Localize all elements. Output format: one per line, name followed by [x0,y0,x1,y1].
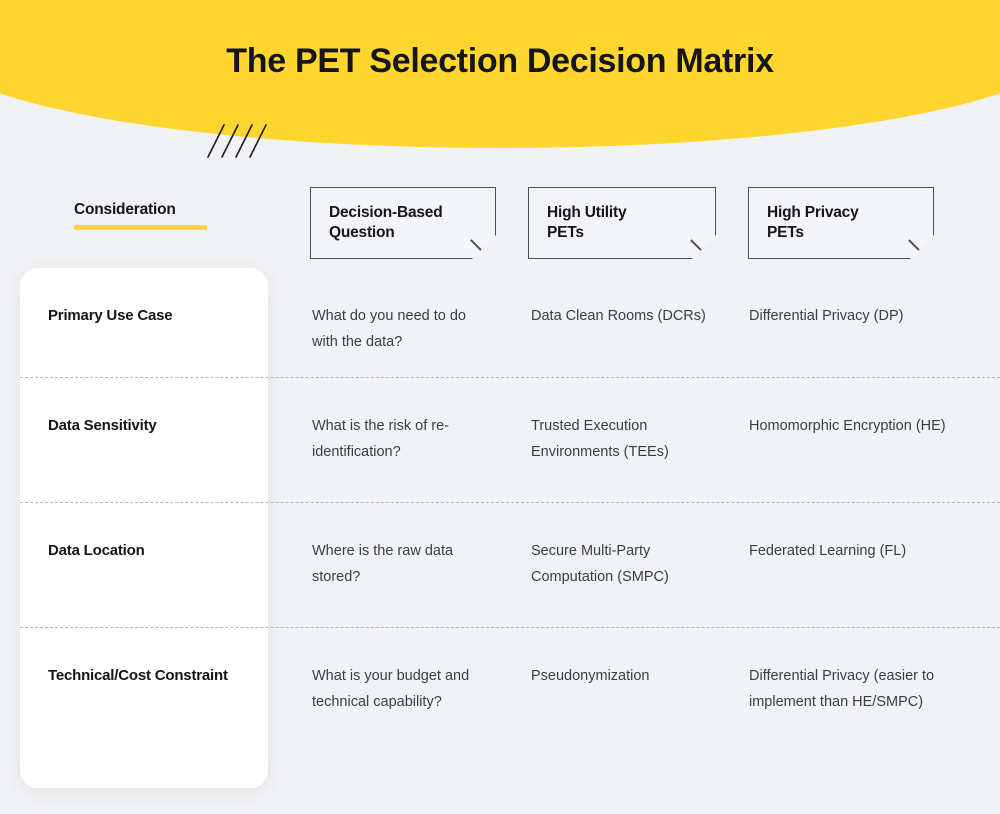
header-line-2: PETs [767,224,804,241]
page-title: The PET Selection Decision Matrix [226,42,774,80]
table-row: Primary Use Case What do you need to do … [0,268,1000,378]
cell-high-privacy: Differential Privacy (DP) [749,308,904,324]
consideration-column-card [20,268,268,788]
column-header-high-privacy-pets-label: High Privacy PETs [767,203,859,243]
column-header-consideration: Consideration [74,201,274,230]
cell-high-utility: Secure Multi-Party Computation (SMPC) [531,543,669,585]
cell-high-privacy: Differential Privacy (easier to implemen… [749,668,935,710]
header-line-1: Decision-Based [329,203,443,221]
cell-high-privacy: Federated Learning (FL) [749,543,907,559]
decorative-slashes-icon [207,124,267,158]
cell-consideration: Data Sensitivity [48,417,157,434]
consideration-underline [74,225,207,230]
row-separator [20,627,1000,628]
cell-question: Where is the raw data stored? [312,543,454,585]
chamfer-edge [470,239,495,264]
cell-question: What is the risk of re-identification? [312,418,449,460]
cell-consideration: Data Location [48,542,145,559]
cell-high-privacy: Homomorphic Encryption (HE) [749,418,946,434]
cell-question: What is your budget and technical capabi… [312,668,470,710]
column-header-high-utility-pets-label: High Utility PETs [547,203,626,243]
column-header-decision-based-question: Decision-Based Question [310,187,496,259]
table-row: Data Sensitivity What is the risk of re-… [0,378,1000,503]
chamfer-edge [908,239,933,264]
column-header-high-utility-pets: High Utility PETs [528,187,716,259]
matrix-table-body: Primary Use Case What do you need to do … [0,268,1000,788]
cell-high-utility: Trusted Execution Environments (TEEs) [531,418,669,460]
header-line-1: High Privacy [767,203,859,221]
cell-question: What do you need to do with the data? [312,308,466,350]
cell-consideration: Primary Use Case [48,307,173,324]
header-banner-shape [0,0,1000,148]
header-line-2: PETs [547,224,584,241]
column-headers: Consideration Decision-Based Question Hi… [0,182,1000,268]
column-header-high-privacy-pets: High Privacy PETs [748,187,934,259]
column-header-consideration-label: Consideration [74,201,176,218]
header-banner [0,0,1000,148]
chamfer-edge [690,239,715,264]
header-line-2: Question [329,224,395,241]
header-line-1: High Utility [547,203,627,221]
cell-high-utility: Data Clean Rooms (DCRs) [531,308,706,324]
column-header-decision-based-question-label: Decision-Based Question [329,203,443,243]
row-separator [20,377,1000,378]
cell-consideration: Technical/Cost Constraint [48,667,228,684]
row-separator [20,502,1000,503]
table-row: Data Location Where is the raw data stor… [0,503,1000,628]
table-row: Technical/Cost Constraint What is your b… [0,628,1000,788]
cell-high-utility: Pseudonymization [531,668,650,684]
